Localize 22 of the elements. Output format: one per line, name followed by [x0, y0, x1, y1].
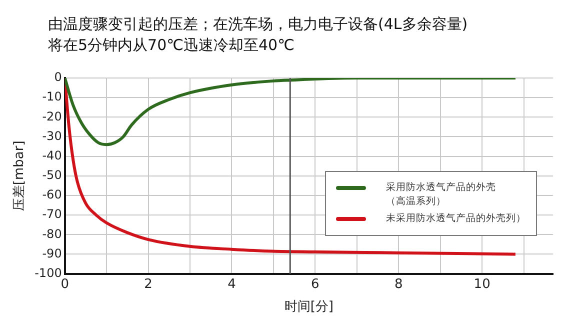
y-tick-label: -90 [42, 246, 62, 260]
x-tick-label: 2 [144, 276, 152, 292]
y-tick-label: -60 [42, 188, 62, 202]
y-tick-label: -30 [42, 128, 62, 143]
legend-label: 采用防水透气产品的外壳（高温系列） [386, 181, 496, 209]
y-tick-label: -70 [42, 207, 62, 222]
x-tick-label: 8 [394, 276, 403, 292]
y-tick-label: -20 [42, 109, 62, 124]
y-tick-label: -100 [34, 266, 62, 280]
y-tick-label: 0 [54, 70, 62, 84]
y-tick-label: -80 [42, 226, 62, 241]
chart-title: 由温度骤变引起的压差；在洗车场，电力电子设备(4L多余容量) 将在5分钟内从70℃迅速冷却至40℃ [47, 14, 469, 56]
line-series [64, 78, 517, 146]
y-tick-label: -10 [42, 90, 62, 104]
y-axis-title: 压差[mbar] [12, 140, 28, 212]
y-tick-label: -50 [42, 168, 62, 182]
legend-label: 未采用防水透气产品的外壳列） [386, 213, 526, 224]
x-tick-label: 10 [474, 276, 490, 292]
y-tick-label: -40 [42, 148, 62, 162]
x-tick-label: 4 [228, 276, 236, 292]
x-axis-title: 时间[分] [284, 300, 334, 315]
x-tick-label: 6 [311, 276, 320, 292]
